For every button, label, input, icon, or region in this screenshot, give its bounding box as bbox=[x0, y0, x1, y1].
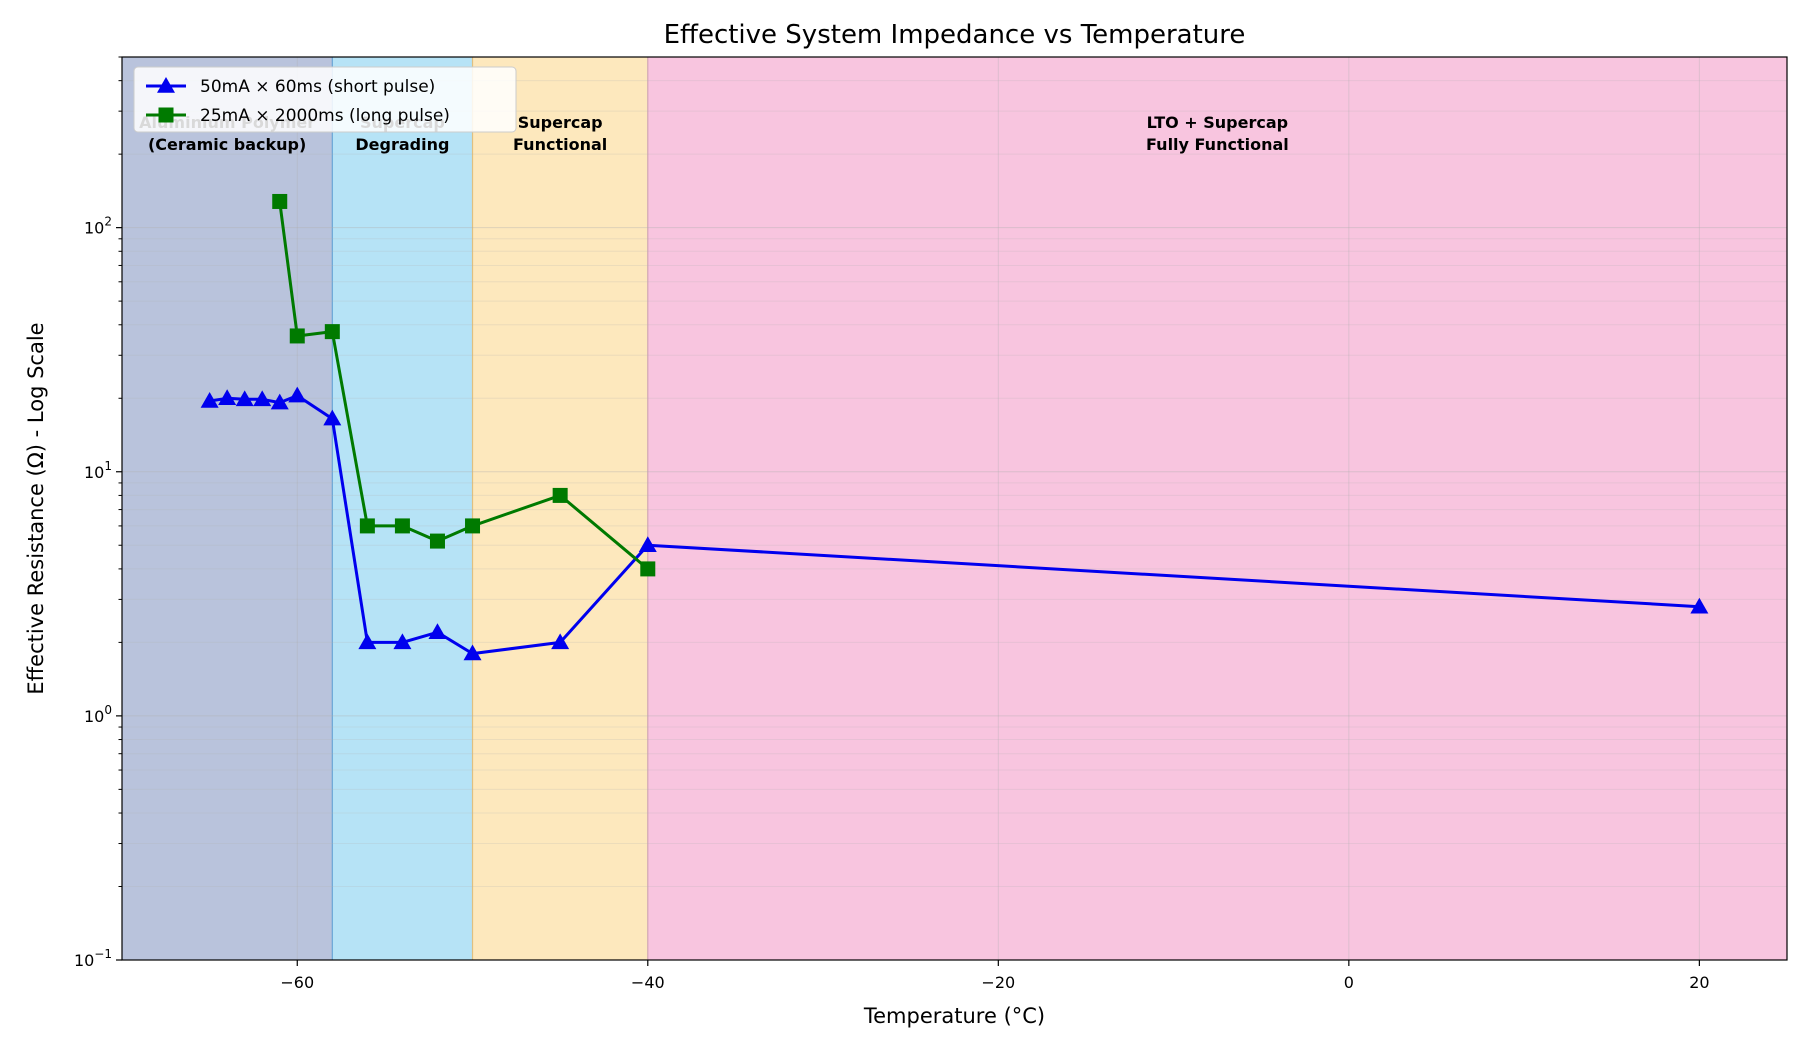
series-1-point bbox=[358, 633, 377, 650]
y-tick-label: 101 bbox=[84, 459, 112, 482]
y-tick-base: 10 bbox=[74, 951, 94, 970]
region-label-line: Functional bbox=[513, 135, 607, 154]
y-tick-exponent: 1 bbox=[104, 459, 112, 473]
x-axis-title: Temperature (°C) bbox=[863, 1004, 1045, 1028]
series-1-point bbox=[638, 536, 657, 552]
series-1-point bbox=[1690, 597, 1709, 614]
y-tick-base: 10 bbox=[84, 219, 104, 238]
regions-layer bbox=[122, 57, 1787, 960]
series-2-point bbox=[289, 328, 305, 344]
region-3 bbox=[472, 57, 648, 960]
series-1-point bbox=[323, 409, 342, 426]
region-2 bbox=[332, 57, 473, 960]
series-2-point bbox=[394, 518, 410, 534]
series-1-point bbox=[393, 633, 412, 650]
y-tick-exponent: 2 bbox=[104, 215, 112, 229]
series-1-point bbox=[200, 391, 219, 408]
region-label-line: Degrading bbox=[355, 135, 449, 154]
y-tick-exponent: −1 bbox=[94, 947, 112, 961]
series-1-point bbox=[218, 389, 237, 406]
legend: 50mA × 60ms (short pulse) 25mA × 2000ms (… bbox=[133, 66, 517, 133]
region-label-3: Supercap Functional bbox=[513, 113, 607, 154]
series-1-point bbox=[428, 623, 447, 640]
series-1-point bbox=[288, 386, 307, 403]
series-1-point bbox=[270, 393, 289, 410]
series-2-point bbox=[640, 561, 656, 577]
series-2-point bbox=[552, 487, 568, 503]
legend-box bbox=[133, 66, 517, 133]
y-tick-base: 10 bbox=[84, 707, 104, 726]
plot-frame bbox=[121, 56, 1788, 961]
series-2-point bbox=[465, 518, 481, 534]
series-2-point bbox=[359, 518, 375, 534]
legend-marker-2 bbox=[158, 107, 174, 123]
x-tick-label: −60 bbox=[280, 973, 314, 992]
series-2-point bbox=[324, 324, 340, 340]
y-tick-base: 10 bbox=[84, 463, 104, 482]
legend-marker-1 bbox=[157, 77, 175, 93]
x-tick-label: 0 bbox=[1344, 973, 1354, 992]
region-label-line: Fully Functional bbox=[1146, 135, 1289, 154]
region-label-line: LTO + Supercap bbox=[1147, 113, 1288, 132]
series-2-point bbox=[272, 193, 288, 209]
legend-label-2: 25mA × 2000ms (long pulse) bbox=[200, 106, 450, 126]
y-tick-label: 102 bbox=[84, 215, 112, 238]
region-4 bbox=[647, 57, 1787, 960]
y-tick-label: 10−1 bbox=[74, 947, 112, 970]
x-tick-label: 20 bbox=[1689, 973, 1709, 992]
series-2-point bbox=[429, 533, 445, 549]
y-tick-label: 100 bbox=[84, 703, 112, 726]
series-1-point bbox=[551, 633, 570, 650]
grid-layer bbox=[122, 56, 1787, 961]
x-axis-ticks: −60 −40 −20 0 20 bbox=[280, 960, 1710, 992]
series-1-point bbox=[235, 390, 254, 407]
series-1-point bbox=[253, 390, 272, 407]
legend-label-1: 50mA × 60ms (short pulse) bbox=[200, 77, 435, 97]
series-1-point bbox=[463, 644, 482, 661]
region-label-line: (Ceramic backup) bbox=[148, 135, 306, 154]
region-1 bbox=[122, 57, 333, 960]
region-label-4: LTO + Supercap Fully Functional bbox=[1146, 113, 1289, 154]
y-tick-exponent: 0 bbox=[104, 703, 112, 717]
chart-title: Effective System Impedance vs Temperatur… bbox=[664, 20, 1246, 50]
x-tick-label: −40 bbox=[631, 973, 665, 992]
x-tick-label: −20 bbox=[981, 973, 1015, 992]
y-axis-title: Effective Resistance (Ω) - Log Scale bbox=[24, 322, 48, 694]
series-layer bbox=[200, 193, 1709, 661]
region-label-line: Supercap bbox=[518, 113, 603, 132]
